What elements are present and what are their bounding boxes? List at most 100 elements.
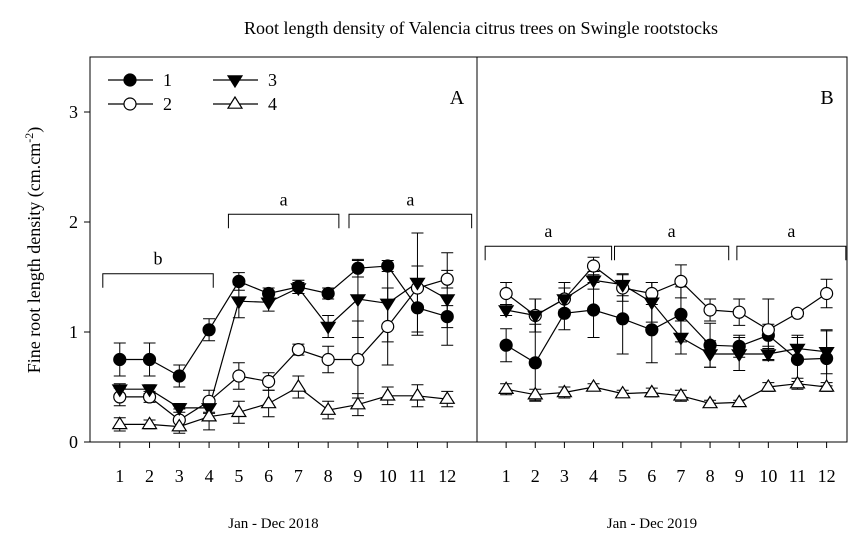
marker [379,298,396,312]
x-tick-label: 7 [294,466,303,486]
legend-marker [226,75,244,89]
marker [616,312,630,326]
x-tick-label: 4 [205,466,214,486]
series-line [505,309,827,364]
marker [200,408,218,422]
x-tick-label: 8 [706,466,715,486]
marker [528,356,542,370]
marker [820,286,834,301]
plot-frame [476,56,848,443]
marker [230,296,247,310]
plot-frame [89,56,478,443]
x-tick-label: 12 [438,466,456,486]
legend-marker [123,73,137,87]
marker [614,279,631,293]
marker [202,323,216,337]
annotation: b [154,249,163,269]
marker [818,347,835,360]
marker [320,321,337,335]
marker [142,352,157,367]
marker [499,286,513,301]
panel-label: A [450,87,465,109]
annotation: a [787,221,795,241]
marker [260,395,277,409]
x-tick-label: 6 [647,466,656,486]
x-tick-label: 6 [264,466,273,486]
marker [381,259,395,273]
legend-label: 1 [163,70,172,90]
marker [557,306,572,320]
x-tick-label: 1 [115,466,124,486]
marker [643,297,660,311]
marker [321,352,335,367]
marker [527,386,544,400]
y-tick-label: 3 [69,102,78,122]
marker [498,305,515,319]
x-tick-label: 8 [324,466,333,486]
marker [586,259,601,273]
marker [556,294,573,308]
marker [409,387,426,401]
marker [232,369,246,383]
marker [586,303,601,317]
x-axis-label: Jan - Dec 2018 [228,516,318,532]
x-tick-label: 10 [379,466,397,486]
marker [291,343,305,357]
marker [320,401,337,415]
marker [439,390,456,404]
legend-label: 2 [163,94,172,114]
marker [379,387,396,401]
bracket [614,245,730,261]
marker [351,352,365,367]
x-tick-label: 3 [560,466,569,486]
x-tick-label: 11 [409,466,426,486]
marker [290,283,307,297]
y-tick-label: 1 [69,322,78,342]
marker [672,332,690,346]
marker [527,310,544,324]
marker [230,404,247,418]
marker [141,384,158,398]
marker [499,338,513,352]
chart-title: Root length density of Valencia citrus t… [244,18,718,38]
y-label-sup: -2 [22,133,36,143]
marker [349,396,367,410]
marker [141,416,158,430]
series-line [506,279,827,355]
marker [818,378,835,392]
marker [113,352,127,367]
panel-label: B [820,87,833,109]
marker [585,378,602,392]
bracket [484,245,613,261]
marker [381,319,395,334]
marker [171,418,188,432]
marker [731,394,748,408]
marker [171,403,188,417]
annotation: a [280,189,288,209]
x-tick-label: 5 [618,466,627,486]
x-tick-label: 3 [175,466,184,486]
y-label-text: Fine root length density (cm.cm [24,143,45,373]
marker [321,286,335,301]
x-tick-label: 5 [234,466,243,486]
x-tick-label: 10 [759,466,777,486]
series-line [119,278,448,421]
marker [349,294,367,308]
marker [761,323,775,337]
x-tick-label: 1 [502,466,511,486]
marker [111,384,128,398]
y-tick-label: 0 [69,432,78,452]
marker [260,297,277,311]
bracket [227,213,340,229]
x-tick-label: 12 [818,466,836,486]
marker [789,343,806,357]
marker [585,275,602,289]
y-tick-label: 2 [69,212,78,232]
marker [172,369,186,383]
bracket [102,273,214,288]
annotation: a [544,221,552,241]
x-tick-label: 7 [676,466,685,486]
marker [645,323,659,337]
bracket [736,245,847,261]
